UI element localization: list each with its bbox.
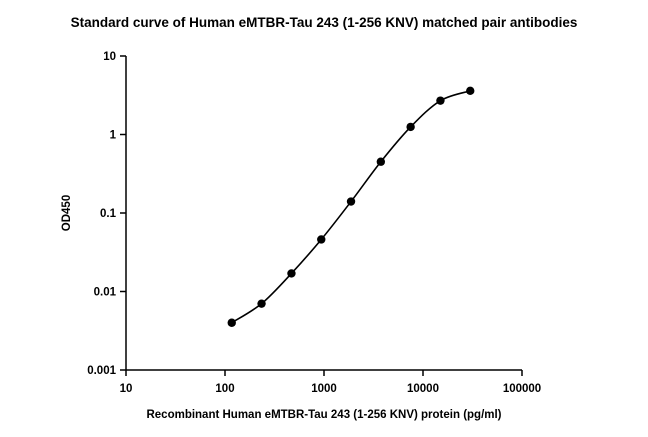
data-point xyxy=(466,86,475,96)
data-point xyxy=(227,318,236,327)
y-axis-label: OD450 xyxy=(61,195,73,231)
chart-title: Standard curve of Human eMTBR-Tau 243 (1… xyxy=(71,15,578,30)
x-axis-ticks: 10 100 1000 10000 100000 xyxy=(120,370,541,395)
y-tick-label: 0.001 xyxy=(87,365,116,377)
y-tick-label: 1 xyxy=(110,130,117,142)
data-point xyxy=(287,269,296,278)
x-axis-label: Recombinant Human eMTBR-Tau 243 (1-256 K… xyxy=(146,409,501,421)
data-points-layer xyxy=(227,86,475,327)
data-point xyxy=(376,157,386,166)
x-tick-label: 100 xyxy=(215,383,234,395)
data-point xyxy=(317,235,326,244)
x-tick-label: 10 xyxy=(120,383,133,395)
data-point xyxy=(436,96,445,105)
x-tick-label: 10000 xyxy=(407,383,439,395)
x-tick-label: 100000 xyxy=(503,383,541,395)
y-tick-label: 0.01 xyxy=(94,287,117,299)
data-point xyxy=(346,197,356,206)
fit-curve-line xyxy=(231,90,471,324)
data-point xyxy=(257,299,266,308)
y-tick-label: 10 xyxy=(103,51,116,63)
data-point xyxy=(406,122,415,132)
y-axis-ticks: 0.001 0.01 0.1 1 10 xyxy=(87,51,126,377)
x-tick-label: 1000 xyxy=(311,383,337,395)
plot-area: 0.001 0.01 0.1 1 10 10 100 1000 10000 100000 xyxy=(87,51,541,395)
fit-curve-layer xyxy=(231,90,471,324)
y-tick-label: 0.1 xyxy=(100,208,117,220)
